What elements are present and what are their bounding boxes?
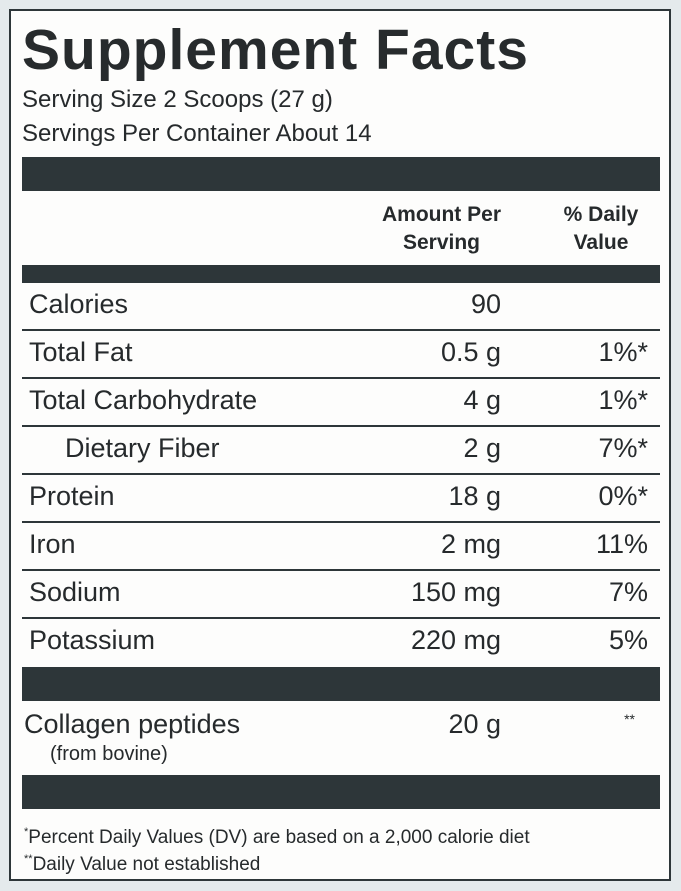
nutrient-row-iron: Iron 2 mg 11% — [22, 523, 660, 571]
other-ingredient-dv: ** — [624, 711, 635, 727]
nutrient-name: Calories — [29, 289, 129, 319]
nutrient-row-total-carbohydrate: Total Carbohydrate 4 g 1%* — [22, 379, 660, 427]
nutrient-dv: 1%* — [598, 385, 648, 415]
amount-header-line2: Serving — [402, 231, 481, 254]
nutrient-dv: 0%* — [598, 481, 648, 511]
nutrient-dv: 1%* — [598, 337, 648, 367]
other-ingredient-amount: 20 g — [448, 709, 501, 739]
nutrient-row-calories: Calories 90 — [22, 283, 660, 331]
thick-divider-top — [22, 157, 660, 191]
thick-divider-middle — [22, 667, 660, 701]
other-ingredient-name: Collagen peptides — [24, 709, 241, 739]
footnote-text-2: Daily Value not established — [32, 854, 261, 875]
footnote-text-1: Percent Daily Values (DV) are based on a… — [28, 827, 530, 848]
nutrient-name: Iron — [29, 529, 76, 559]
nutrient-dv: 5% — [608, 625, 648, 655]
nutrient-row-total-fat: Total Fat 0.5 g 1%* — [22, 331, 660, 379]
dv-header-line1: % Daily — [563, 203, 639, 226]
footnote-daily-value-basis: *Percent Daily Values (DV) are based on … — [24, 820, 530, 850]
daily-value-header: % Daily Value — [541, 201, 661, 257]
nutrient-amount: 90 — [470, 289, 501, 319]
dv-header-line2: Value — [573, 231, 629, 254]
other-ingredient-source: (from bovine) — [50, 743, 168, 765]
footnote-dv-not-established: **Daily Value not established — [24, 847, 260, 877]
other-ingredient-row-collagen: Collagen peptides (from bovine) 20 g ** — [22, 701, 660, 773]
header-divider — [22, 265, 660, 283]
amount-header-line1: Amount Per — [381, 203, 501, 226]
serving-size: Serving Size 2 Scoops (27 g) — [22, 86, 333, 113]
nutrient-name: Total Carbohydrate — [29, 385, 258, 415]
nutrient-row-sodium: Sodium 150 mg 7% — [22, 571, 660, 619]
nutrient-dv: 7%* — [598, 433, 648, 463]
nutrient-amount: 150 mg — [410, 577, 501, 607]
nutrient-name: Potassium — [29, 625, 156, 655]
servings-per-container: Servings Per Container About 14 — [22, 120, 372, 147]
nutrient-amount: 220 mg — [410, 625, 501, 655]
amount-per-serving-header: Amount Per Serving — [354, 201, 529, 257]
nutrient-name: Sodium — [29, 577, 121, 607]
nutrient-row-dietary-fiber: Dietary Fiber 2 g 7%* — [22, 427, 660, 475]
nutrient-row-protein: Protein 18 g 0%* — [22, 475, 660, 523]
thick-divider-bottom — [22, 775, 660, 809]
nutrient-dv: 11% — [595, 529, 648, 559]
nutrient-row-potassium: Potassium 220 mg 5% — [22, 619, 660, 667]
nutrient-amount: 2 g — [463, 433, 501, 463]
nutrient-amount: 18 g — [448, 481, 501, 511]
nutrient-amount: 2 mg — [440, 529, 501, 559]
nutrient-name: Total Fat — [29, 337, 133, 367]
supplement-facts-label: Supplement Facts Serving Size 2 Scoops (… — [9, 9, 671, 881]
nutrient-amount: 4 g — [463, 385, 501, 415]
nutrient-name: Protein — [29, 481, 115, 511]
footnote-mark-single: * — [24, 826, 29, 838]
nutrient-name: Dietary Fiber — [65, 433, 220, 463]
footnote-mark-double: ** — [24, 853, 33, 865]
label-title: Supplement Facts — [22, 18, 529, 82]
nutrient-dv: 7% — [608, 577, 648, 607]
nutrient-amount: 0.5 g — [440, 337, 501, 367]
